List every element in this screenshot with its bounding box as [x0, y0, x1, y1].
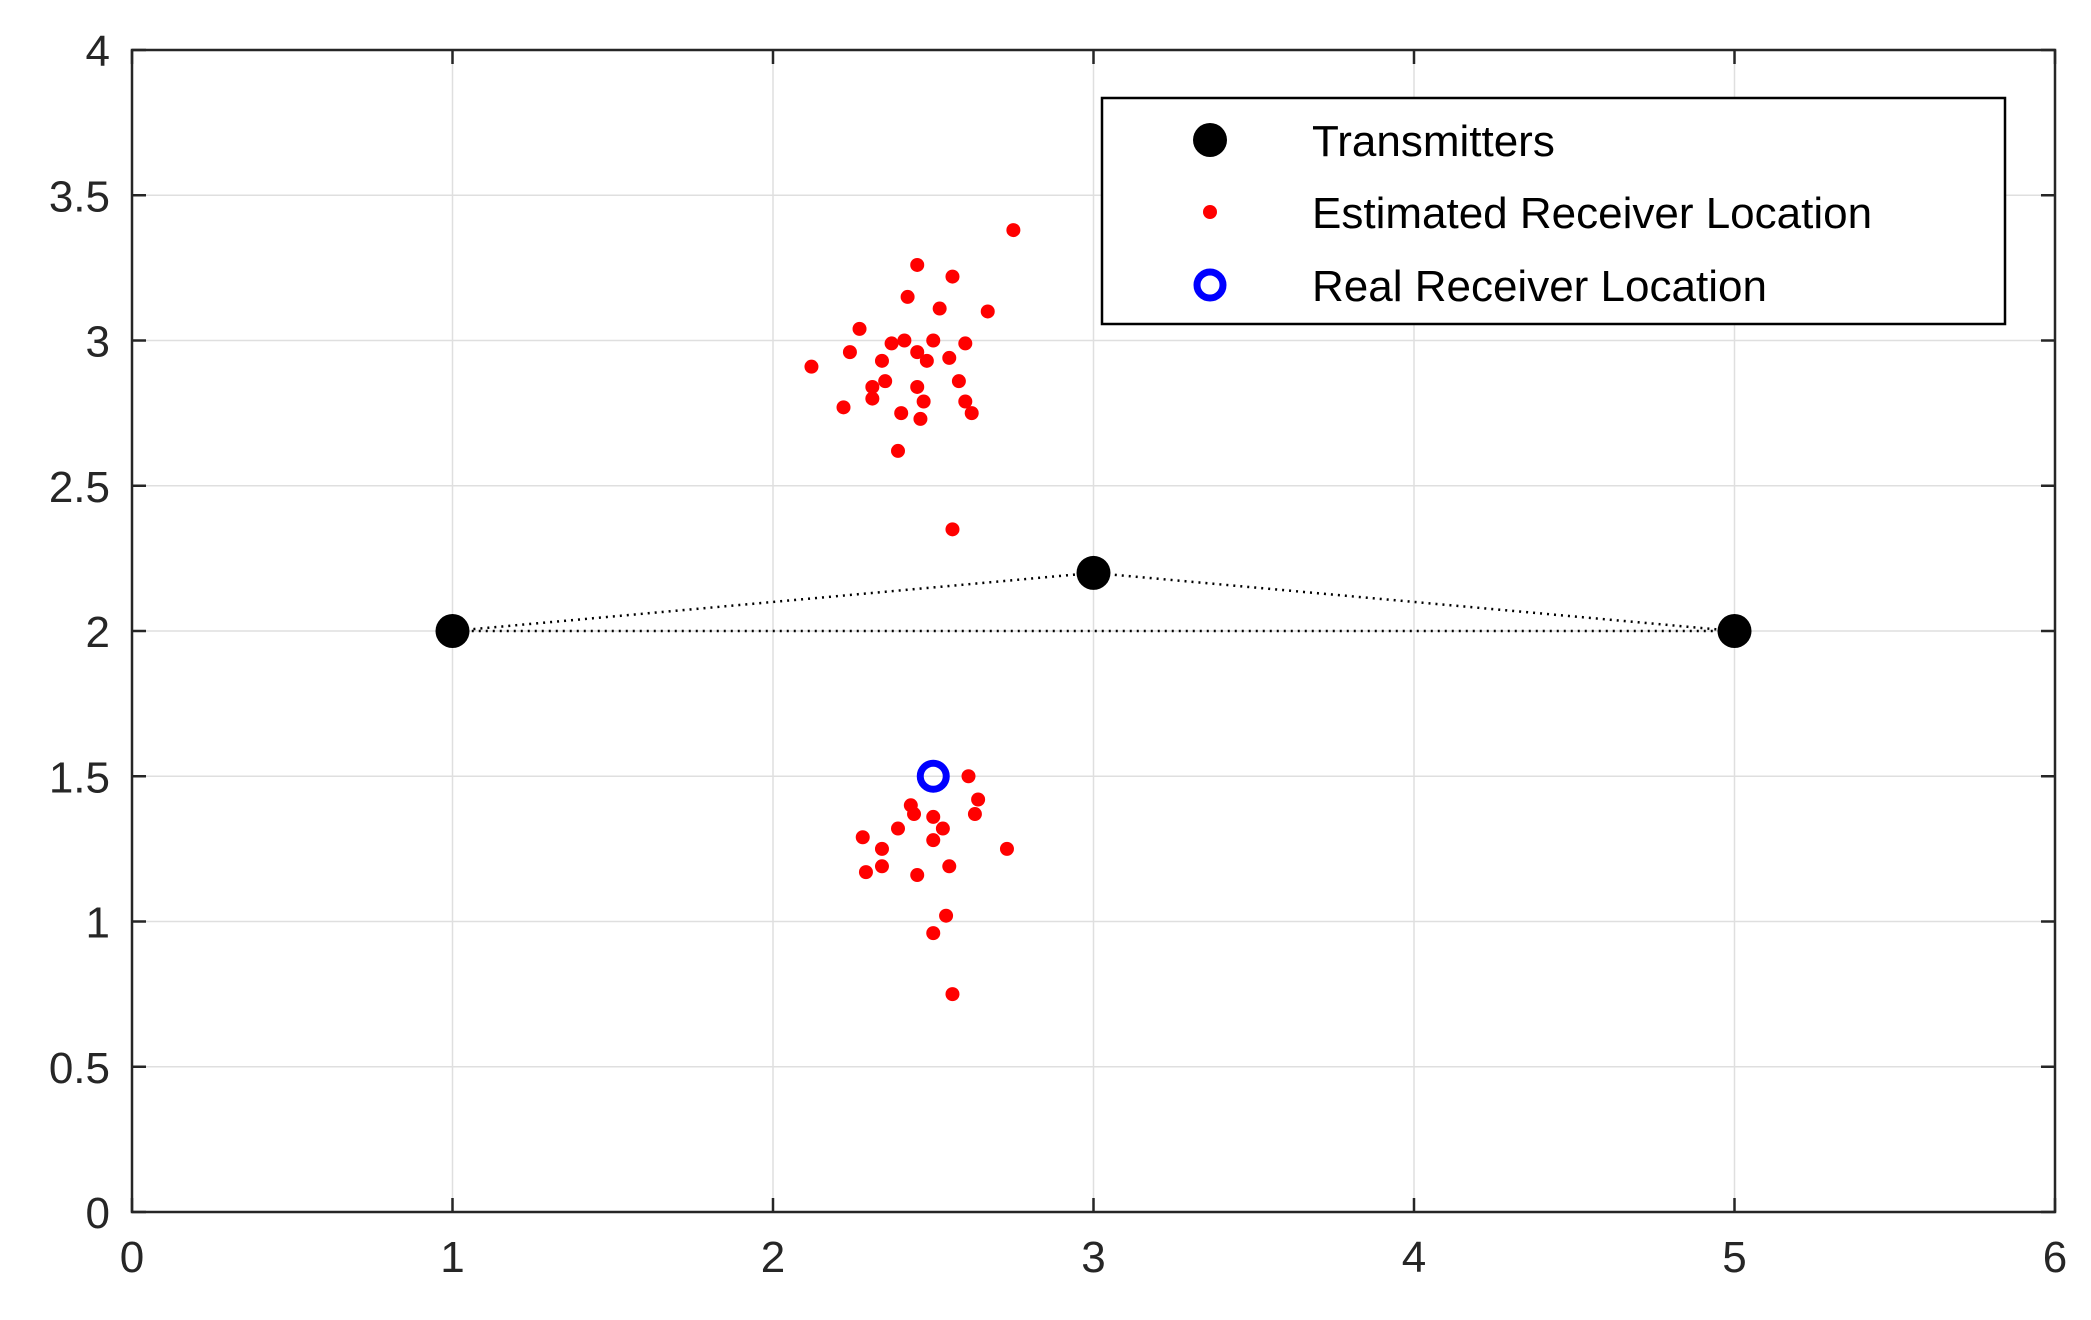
estimated-receiver-point — [945, 522, 960, 537]
y-tick-label: 1 — [86, 899, 110, 948]
estimated-receiver-point — [852, 321, 867, 336]
legend-label: Real Receiver Location — [1312, 262, 1767, 311]
estimated-receiver-point — [874, 841, 889, 856]
transmitter-point — [1717, 614, 1752, 648]
estimated-receiver-point — [913, 411, 928, 426]
estimated-receiver-point — [910, 379, 925, 394]
y-tick-label: 2 — [86, 608, 110, 657]
x-tick-label: 2 — [761, 1233, 785, 1282]
estimated-receiver-point — [945, 987, 960, 1002]
y-tick-label: 2.5 — [49, 463, 110, 512]
estimated-receiver-point — [939, 908, 954, 923]
legend-label: Transmitters — [1312, 117, 1555, 166]
estimated-receiver-point — [935, 821, 950, 836]
x-tick-label: 0 — [120, 1233, 144, 1282]
estimated-receiver-point — [926, 833, 941, 848]
estimated-receiver-point — [910, 257, 925, 272]
real-receiver-point — [916, 759, 950, 793]
legend-marker-real — [1193, 268, 1227, 302]
estimated-receiver-point — [964, 406, 979, 421]
estimated-receiver-point — [874, 353, 889, 368]
legend: Transmitters Estimated Receiver Location R… — [1100, 96, 2007, 326]
x-tick-label: 5 — [1722, 1233, 1746, 1282]
estimated-receiver-point — [910, 868, 925, 883]
data-points — [435, 223, 1752, 1002]
transmitter-point — [435, 614, 470, 648]
estimated-receiver-point — [1006, 223, 1021, 238]
estimated-receiver-point — [884, 336, 899, 351]
estimated-receiver-point — [878, 374, 893, 389]
transmitter-point — [1076, 555, 1111, 590]
legend-marker-transmitters — [1193, 123, 1227, 157]
y-tick-label: 0.5 — [49, 1044, 110, 1093]
legend-label: Estimated Receiver Location — [1312, 189, 1872, 238]
x-tick-label: 4 — [1402, 1233, 1426, 1282]
estimated-receiver-point — [890, 821, 905, 836]
y-tick-label: 4 — [86, 27, 110, 76]
estimated-receiver-point — [855, 830, 870, 845]
estimated-receiver-point — [967, 807, 982, 822]
estimated-receiver-point — [910, 345, 925, 360]
y-tick-label: 0 — [86, 1189, 110, 1238]
estimated-receiver-point — [890, 443, 905, 458]
y-tick-label: 1.5 — [49, 753, 110, 802]
estimated-receiver-point — [926, 333, 941, 348]
estimated-receiver-point — [919, 353, 934, 368]
x-tick-label: 3 — [1081, 1233, 1105, 1282]
estimated-receiver-point — [980, 304, 995, 319]
estimated-receiver-point — [961, 769, 976, 784]
estimated-receiver-point — [999, 841, 1014, 856]
estimated-receiver-point — [926, 926, 941, 941]
estimated-receiver-point — [916, 394, 931, 409]
estimated-receiver-point — [958, 336, 973, 351]
estimated-receiver-point — [804, 359, 819, 374]
estimated-receiver-point — [907, 807, 922, 822]
estimated-receiver-point — [945, 269, 960, 284]
estimated-receiver-point — [971, 792, 986, 807]
estimated-receiver-point — [900, 289, 915, 304]
estimated-receiver-point — [897, 333, 912, 348]
estimated-receiver-point — [865, 379, 880, 394]
estimated-receiver-point — [932, 301, 947, 316]
estimated-receiver-point — [926, 809, 941, 824]
estimated-receiver-point — [951, 374, 966, 389]
estimated-receiver-point — [894, 406, 909, 421]
ticks: 0 1 2 3 4 5 6 0 0.5 1 1.5 2 2.5 3 3.5 4 — [49, 27, 2067, 1282]
estimated-receiver-point — [942, 350, 957, 365]
y-tick-label: 3.5 — [49, 172, 110, 221]
estimated-receiver-point — [836, 400, 851, 415]
estimated-receiver-point — [865, 391, 880, 406]
estimated-receiver-point — [958, 394, 973, 409]
estimated-receiver-point — [874, 859, 889, 874]
estimated-receiver-point — [842, 345, 857, 360]
y-tick-label: 3 — [86, 318, 110, 367]
legend-box — [1100, 96, 2007, 326]
x-tick-label: 1 — [440, 1233, 464, 1282]
legend-marker-estimated — [1203, 205, 1217, 219]
estimated-receiver-point — [942, 859, 957, 874]
estimated-receiver-point — [858, 865, 873, 880]
x-tick-label: 6 — [2043, 1233, 2067, 1282]
